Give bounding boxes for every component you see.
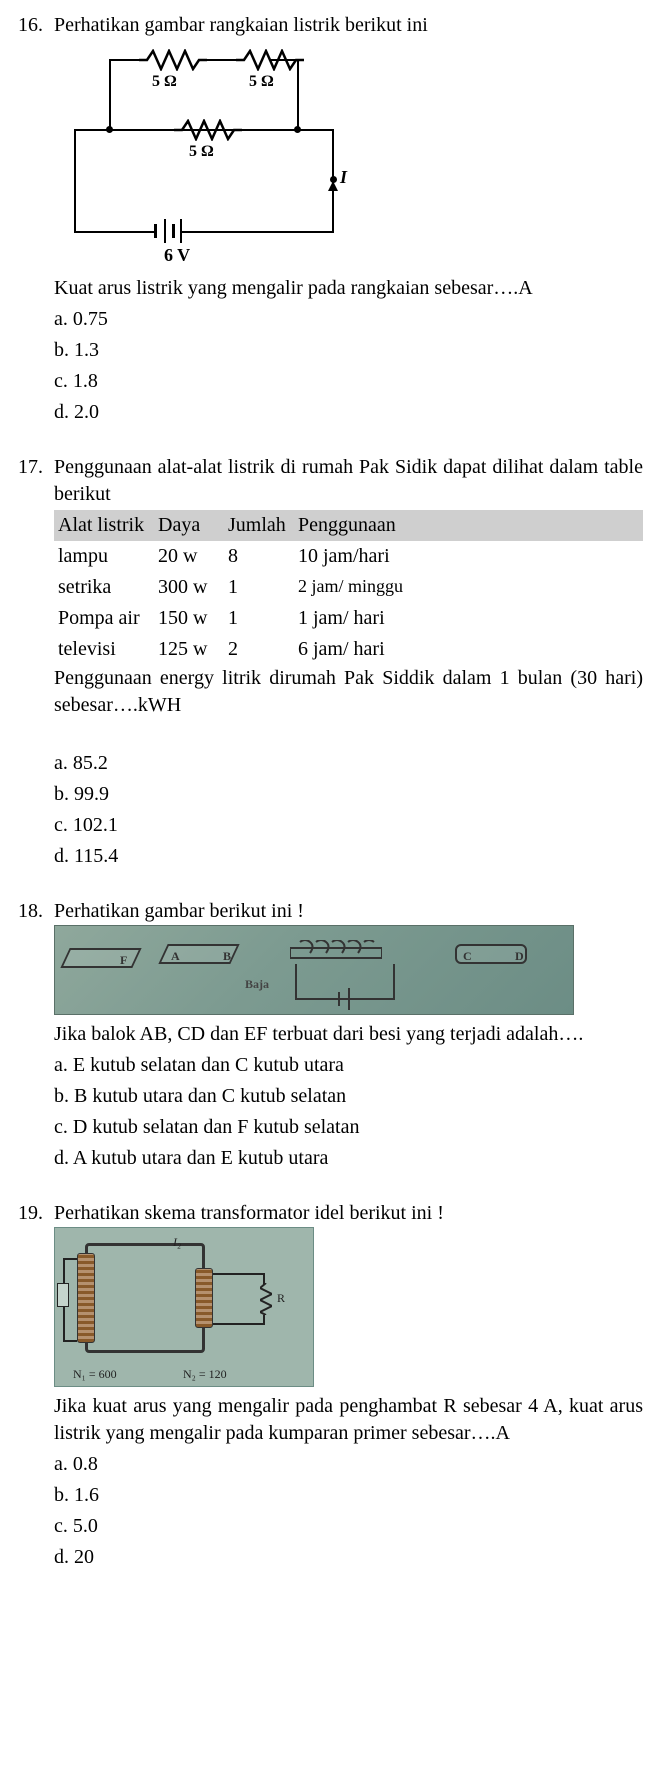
- question-18: 18. Perhatikan gambar berikut ini ! F A …: [18, 898, 643, 1172]
- q19-figure: I₂ R N₁ = 600 N₂ = 120: [54, 1227, 314, 1387]
- q18-stem: Perhatikan gambar berikut ini !: [54, 898, 643, 925]
- q16-opt-b: b. 1.3: [54, 337, 643, 364]
- primary-coil-icon: [77, 1253, 95, 1343]
- q16-stem: Perhatikan gambar rangkaian listrik beri…: [54, 12, 643, 39]
- table-header-row: Alat listrik Daya Jumlah Penggunaan: [54, 510, 643, 541]
- resistor-middle-icon: [174, 119, 242, 141]
- q17-opt-c: c. 102.1: [54, 812, 643, 839]
- label-a: A: [171, 948, 180, 964]
- transformer-core-icon: [85, 1243, 205, 1353]
- q16-opt-a: a. 0.75: [54, 306, 643, 333]
- q19-stem: Perhatikan skema transformator idel beri…: [54, 1200, 643, 1227]
- q16-battery-label: 6 V: [164, 243, 190, 267]
- question-17: 17. Penggunaan alat-alat listrik di ruma…: [18, 454, 643, 870]
- q18-stem-after: Jika balok AB, CD dan EF terbuat dari be…: [54, 1021, 643, 1048]
- q16-r3-label: 5 Ω: [189, 141, 214, 163]
- th-penggunaan: Penggunaan: [298, 512, 639, 539]
- q16-circuit: 5 Ω 5 Ω 5 Ω I 6 V: [54, 41, 354, 271]
- q16-r2-label: 5 Ω: [249, 71, 274, 93]
- question-19: 19. Perhatikan skema transformator idel …: [18, 1200, 643, 1571]
- label-i2: I₂: [173, 1234, 181, 1250]
- table-row: Pompa air 150 w 1 1 jam/ hari: [54, 603, 643, 634]
- th-daya: Daya: [158, 512, 228, 539]
- label-baja: Baja: [245, 976, 269, 992]
- q16-opt-c: c. 1.8: [54, 368, 643, 395]
- q19-number: 19.: [18, 1200, 54, 1227]
- resistor-r-icon: [260, 1283, 272, 1315]
- q16-r1-label: 5 Ω: [152, 71, 177, 93]
- label-n2: N₂ = 120: [183, 1366, 227, 1382]
- q17-stem: Penggunaan alat-alat listrik di rumah Pa…: [54, 454, 643, 508]
- label-c: C: [463, 948, 472, 964]
- q19-opt-b: b. 1.6: [54, 1482, 643, 1509]
- q19-stem-after: Jika kuat arus yang mengalir pada pengha…: [54, 1393, 643, 1447]
- q17-table: Alat listrik Daya Jumlah Penggunaan lamp…: [54, 510, 643, 665]
- q18-opt-a: a. E kutub selatan dan C kutub utara: [54, 1052, 643, 1079]
- q19-opt-d: d. 20: [54, 1544, 643, 1571]
- q18-options: a. E kutub selatan dan C kutub utara b. …: [54, 1052, 643, 1172]
- q18-figure: F A B Baja C D: [54, 925, 574, 1015]
- q17-opt-a: a. 85.2: [54, 750, 643, 777]
- secondary-coil-icon: [195, 1268, 213, 1328]
- q19-options: a. 0.8 b. 1.6 c. 5.0 d. 20: [54, 1451, 643, 1571]
- q18-number: 18.: [18, 898, 54, 925]
- label-n1: N₁ = 600: [73, 1366, 117, 1382]
- table-row: lampu 20 w 8 10 jam/hari: [54, 541, 643, 572]
- coil-icon: [290, 940, 382, 966]
- q17-opt-b: b. 99.9: [54, 781, 643, 808]
- coil-wires-icon: [295, 964, 395, 1000]
- th-jumlah: Jumlah: [228, 512, 298, 539]
- battery-icon: [154, 219, 182, 243]
- q17-options: a. 85.2 b. 99.9 c. 102.1 d. 115.4: [54, 750, 643, 870]
- label-d: D: [515, 948, 524, 964]
- th-alat: Alat listrik: [58, 512, 158, 539]
- q18-opt-b: b. B kutub utara dan C kutub selatan: [54, 1083, 643, 1110]
- q16-number: 16.: [18, 12, 54, 39]
- battery-short-icon: [338, 992, 340, 1006]
- label-f: F: [120, 952, 127, 968]
- q16-options: a. 0.75 b. 1.3 c. 1.8 d. 2.0: [54, 306, 643, 426]
- question-16: 16. Perhatikan gambar rangkaian listrik …: [18, 12, 643, 426]
- label-r: R: [277, 1290, 285, 1306]
- q17-number: 17.: [18, 454, 54, 508]
- q19-opt-a: a. 0.8: [54, 1451, 643, 1478]
- ac-source-icon: [57, 1283, 69, 1307]
- q16-stem-after: Kuat arus listrik yang mengalir pada ran…: [54, 275, 643, 302]
- table-row: televisi 125 w 2 6 jam/ hari: [54, 634, 643, 665]
- battery-long-icon: [348, 988, 350, 1010]
- resistor-top-right-icon: [236, 49, 304, 71]
- q17-stem-after: Penggunaan energy litrik dirumah Pak Sid…: [54, 665, 643, 719]
- q18-opt-c: c. D kutub selatan dan F kutub selatan: [54, 1114, 643, 1141]
- q19-opt-c: c. 5.0: [54, 1513, 643, 1540]
- resistor-top-left-icon: [139, 49, 207, 71]
- bar-ef-icon: [60, 948, 141, 968]
- table-row: setrika 300 w 1 2 jam/ minggu: [54, 572, 643, 603]
- q17-opt-d: d. 115.4: [54, 843, 643, 870]
- current-arrow-icon: [324, 181, 342, 211]
- q16-opt-d: d. 2.0: [54, 399, 643, 426]
- q18-opt-d: d. A kutub utara dan E kutub utara: [54, 1145, 643, 1172]
- label-b: B: [223, 948, 231, 964]
